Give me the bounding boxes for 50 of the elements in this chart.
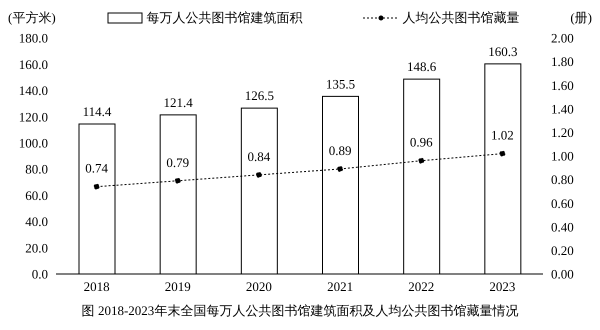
y2-tick-label: 1.40 [551, 101, 574, 116]
data-label: 148.6 [407, 59, 437, 74]
y-tick-label: 140.0 [18, 83, 48, 98]
y-axis-title: (平方米) [8, 9, 56, 27]
point [337, 166, 344, 172]
data-label: 0.79 [166, 154, 190, 170]
y-tick-label: 0.0 [32, 266, 48, 282]
y-tick-label: 100.0 [18, 136, 48, 151]
point [94, 184, 100, 190]
y-tick-label: 20.0 [25, 240, 48, 256]
y2-tick-label: 2.00 [551, 30, 574, 46]
data-label: 0.96 [410, 134, 434, 150]
legend-label: 每万人公共图书馆建筑面积 [146, 9, 302, 27]
x-tick-label: 2019 [164, 279, 191, 294]
y-tick-label: 80.0 [25, 162, 48, 177]
y-tick-label: 120.0 [18, 109, 48, 124]
y2-tick-label: 1.60 [551, 78, 574, 93]
y-tick-label: 160.0 [18, 56, 48, 72]
point [418, 158, 424, 164]
data-label: 135.5 [326, 76, 356, 92]
y-tick-label: 60.0 [25, 188, 48, 203]
y-tick-label: 180.0 [18, 30, 48, 46]
y2-tick-label: 0.60 [551, 196, 574, 211]
x-tick-label: 2020 [246, 279, 272, 294]
y-tick-label: 40.0 [25, 214, 48, 230]
y2-axis-title: (册) [570, 9, 592, 27]
data-label: 160.3 [488, 44, 518, 59]
x-tick-label: 2023 [489, 279, 516, 294]
x-tick-label: 2022 [408, 279, 434, 294]
data-label: 114.4 [82, 104, 112, 120]
y2-tick-label: 0.40 [551, 219, 574, 234]
y2-tick-label: 0.00 [551, 266, 574, 282]
legend-label: 人均公共图书馆藏量 [402, 9, 520, 27]
y2-tick-label: 1.20 [551, 125, 574, 140]
data-label: 1.02 [491, 128, 514, 143]
y2-tick-label: 0.80 [551, 172, 574, 188]
data-label: 121.4 [164, 94, 194, 110]
data-label: 126.5 [244, 88, 274, 104]
y2-tick-label: 1.80 [551, 54, 574, 70]
point [256, 172, 262, 178]
data-label: 0.84 [248, 148, 271, 164]
text: 图 2018-2023年末全国每万人公共图书馆建筑面积及人均公共图书馆藏量情况 [80, 302, 520, 320]
x-tick-label: 2021 [327, 279, 354, 294]
point [499, 150, 506, 157]
data-label: 0.74 [85, 160, 108, 176]
data-label: 0.89 [328, 142, 352, 158]
x-tick-label: 2018 [84, 279, 110, 294]
y2-tick-label: 1.00 [551, 148, 574, 164]
point [174, 178, 181, 184]
y2-tick-label: 0.20 [551, 243, 574, 258]
